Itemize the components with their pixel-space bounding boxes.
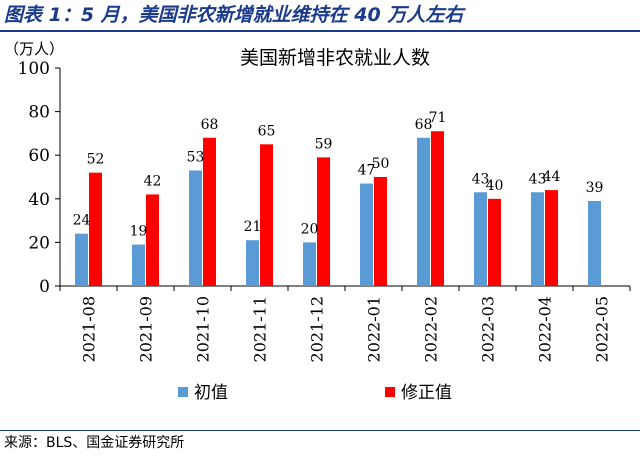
data-label: 43: [529, 171, 547, 187]
data-label: 65: [258, 123, 276, 139]
bar-revised-2022-02: [431, 131, 444, 286]
y-tick-label: 20: [28, 233, 50, 253]
legend-label: 修正值: [401, 383, 452, 403]
legend-swatch: [385, 387, 395, 397]
bar-initial-2022-05: [588, 200, 601, 286]
bars: [75, 131, 601, 286]
x-tick-label: 2022-02: [422, 296, 441, 362]
data-label: 42: [144, 173, 162, 189]
chart-title: 美国新增非农就业人数: [240, 47, 430, 69]
bar-revised-2022-01: [374, 177, 387, 286]
y-tick-label: 100: [18, 59, 50, 79]
bar-revised-2021-12: [317, 157, 330, 286]
bar-revised-2021-08: [89, 172, 102, 286]
bar-chart: 美国新增非农就业人数 （万人） 0 20 40 60 80 100 24 52 19 42 53 6…: [4, 40, 631, 403]
data-label: 21: [244, 219, 262, 235]
data-label: 40: [486, 178, 504, 194]
x-tick-label: 2021-10: [194, 296, 213, 362]
x-tick-labels: 2021-08 2021-09 2021-10 2021-11 2021-12 2022-…: [80, 296, 612, 362]
data-label: 24: [73, 213, 91, 229]
y-axis-unit-label: （万人）: [4, 40, 64, 58]
data-label: 71: [429, 110, 447, 126]
title-rule: [0, 30, 640, 32]
bar-initial-2022-01: [360, 183, 373, 286]
bar-initial-2021-10: [189, 170, 202, 286]
data-label: 53: [187, 149, 205, 165]
x-tick-label: 2021-09: [137, 296, 156, 362]
data-label: 68: [415, 117, 433, 133]
data-label: 43: [472, 171, 490, 187]
bar-initial-2021-11: [246, 240, 259, 286]
data-label: 59: [315, 136, 333, 152]
data-label: 20: [301, 221, 319, 237]
bar-revised-2021-10: [203, 137, 216, 286]
legend: 初值 修正值: [178, 383, 452, 403]
y-tick-label: 40: [28, 190, 50, 210]
bar-revised-2021-09: [146, 194, 159, 286]
data-label: 39: [586, 180, 604, 196]
bar-revised-2021-11: [260, 144, 273, 286]
x-tick-label: 2021-08: [80, 296, 99, 362]
source-note: 来源：BLS、国金证券研究所: [4, 435, 185, 451]
figure-title: 图表 1：5 月，美国非农新增就业维持在 40 万人左右: [4, 4, 464, 26]
x-tick-label: 2021-11: [251, 296, 270, 362]
x-tick-label: 2021-12: [308, 296, 327, 362]
x-tick-label: 2022-03: [479, 296, 498, 362]
bar-initial-2022-02: [417, 137, 430, 286]
x-tick-label: 2022-05: [593, 296, 612, 362]
bar-initial-2022-03: [474, 192, 487, 286]
data-label: 44: [543, 169, 561, 185]
x-tick-label: 2022-04: [536, 296, 555, 362]
legend-label: 初值: [194, 383, 228, 403]
data-label: 50: [372, 156, 390, 172]
y-tick-label: 80: [28, 103, 50, 123]
bar-initial-2021-09: [132, 244, 145, 286]
y-tick-label: 0: [39, 277, 50, 297]
data-label: 52: [87, 152, 105, 168]
data-label: 47: [358, 163, 376, 179]
x-tick-label: 2022-01: [365, 296, 384, 362]
bar-initial-2021-12: [303, 242, 316, 286]
bar-revised-2022-04: [545, 190, 558, 286]
legend-swatch: [178, 387, 188, 397]
data-label: 19: [130, 224, 148, 240]
bar-initial-2022-04: [531, 192, 544, 286]
data-label: 68: [201, 117, 219, 133]
source-rule: [0, 430, 640, 431]
bar-revised-2022-03: [488, 198, 501, 286]
bar-initial-2021-08: [75, 233, 88, 286]
y-tick-label: 60: [28, 146, 50, 166]
